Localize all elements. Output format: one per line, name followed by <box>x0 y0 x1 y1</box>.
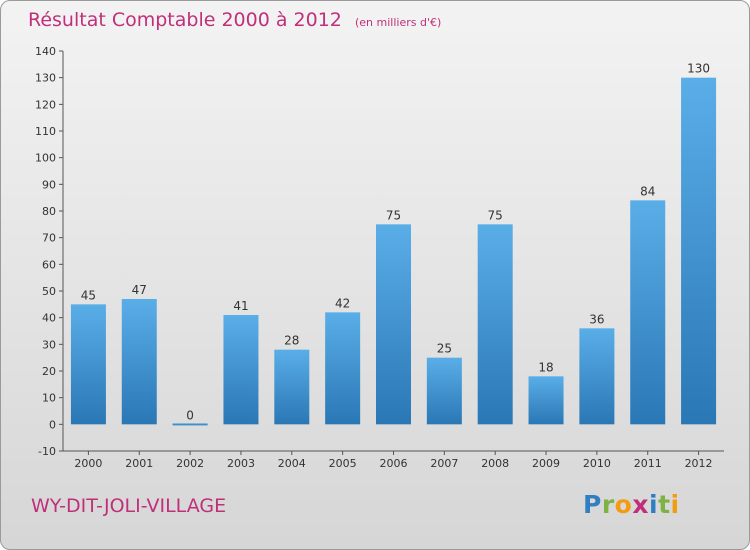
x-tick-label: 2002 <box>176 457 204 470</box>
x-tick-label: 2004 <box>278 457 306 470</box>
place-name: WY-DIT-JOLI-VILLAGE <box>31 495 227 517</box>
y-tick-label: 70 <box>42 232 56 245</box>
bar <box>121 299 157 425</box>
bar <box>681 77 717 425</box>
logo-letter: o <box>614 490 633 519</box>
data-label: 47 <box>132 283 147 297</box>
data-label: 75 <box>386 208 401 222</box>
data-label: 84 <box>640 184 655 198</box>
y-tick-label: 10 <box>42 392 56 405</box>
y-tick-label: 90 <box>42 178 56 191</box>
bars <box>70 77 717 426</box>
logo-letter: i <box>670 490 680 519</box>
data-label: 0 <box>186 408 194 422</box>
y-tick-label: 110 <box>35 125 56 138</box>
x-tick-label: 2008 <box>481 457 509 470</box>
y-tick-label: 80 <box>42 205 56 218</box>
logo-letter: r <box>601 490 615 519</box>
proxiti-logo: Proxiti <box>583 490 680 519</box>
x-tick-label: 2012 <box>685 457 713 470</box>
bar <box>477 224 513 425</box>
logo-letter: i <box>649 490 659 519</box>
data-label: 18 <box>538 360 553 374</box>
data-label: 42 <box>335 296 350 310</box>
x-tick-label: 2001 <box>125 457 153 470</box>
x-tick-label: 2007 <box>430 457 458 470</box>
x-tick-label: 2003 <box>227 457 255 470</box>
bar <box>223 315 259 425</box>
data-label: 36 <box>589 312 604 326</box>
x-tick-label: 2005 <box>329 457 357 470</box>
chart-unit: (en milliers d'€) <box>354 16 442 29</box>
data-labels: 45 47 0 41 28 42 75 25 75 18 36 84 130 <box>81 62 710 423</box>
bar <box>426 357 462 425</box>
data-label: 130 <box>687 62 710 76</box>
y-tick-label: 120 <box>35 98 56 111</box>
y-tick-label: 40 <box>42 312 56 325</box>
bar <box>274 349 310 425</box>
data-label: 28 <box>284 334 299 348</box>
y-tick-label: 130 <box>35 72 56 85</box>
chart-title-block: Résultat Comptable 2000 à 2012 (en milli… <box>28 9 441 31</box>
logo-letter: P <box>583 490 602 519</box>
logo-letter: t <box>658 490 671 519</box>
logo-letter: x <box>632 490 649 519</box>
bar <box>528 376 564 425</box>
chart-title: Résultat Comptable 2000 à 2012 <box>28 9 342 31</box>
data-label: 45 <box>81 288 96 302</box>
x-tick-label: 2011 <box>634 457 662 470</box>
data-label: 75 <box>488 208 503 222</box>
y-tick-label: 0 <box>49 418 56 431</box>
x-tick-label: 2010 <box>583 457 611 470</box>
x-tick-label: 2000 <box>74 457 102 470</box>
y-tick-label: 100 <box>35 152 56 165</box>
y-tick-label: 20 <box>42 365 56 378</box>
y-tick-label: -10 <box>38 445 56 458</box>
axes: -10 0 10 20 30 40 50 60 70 80 90 100 110 120 130 140 200… <box>35 45 724 470</box>
x-tick-label: 2006 <box>380 457 408 470</box>
y-tick-label: 140 <box>35 45 56 58</box>
bar <box>325 312 361 425</box>
y-tick-label: 60 <box>42 258 56 271</box>
bar <box>70 304 106 425</box>
bar <box>630 200 666 425</box>
bar <box>579 328 615 425</box>
y-tick-label: 30 <box>42 338 56 351</box>
y-tick-label: 50 <box>42 285 56 298</box>
data-label: 25 <box>437 342 452 356</box>
x-tick-label: 2009 <box>532 457 560 470</box>
bar <box>376 224 411 425</box>
bar <box>172 423 208 426</box>
data-label: 41 <box>233 299 248 313</box>
